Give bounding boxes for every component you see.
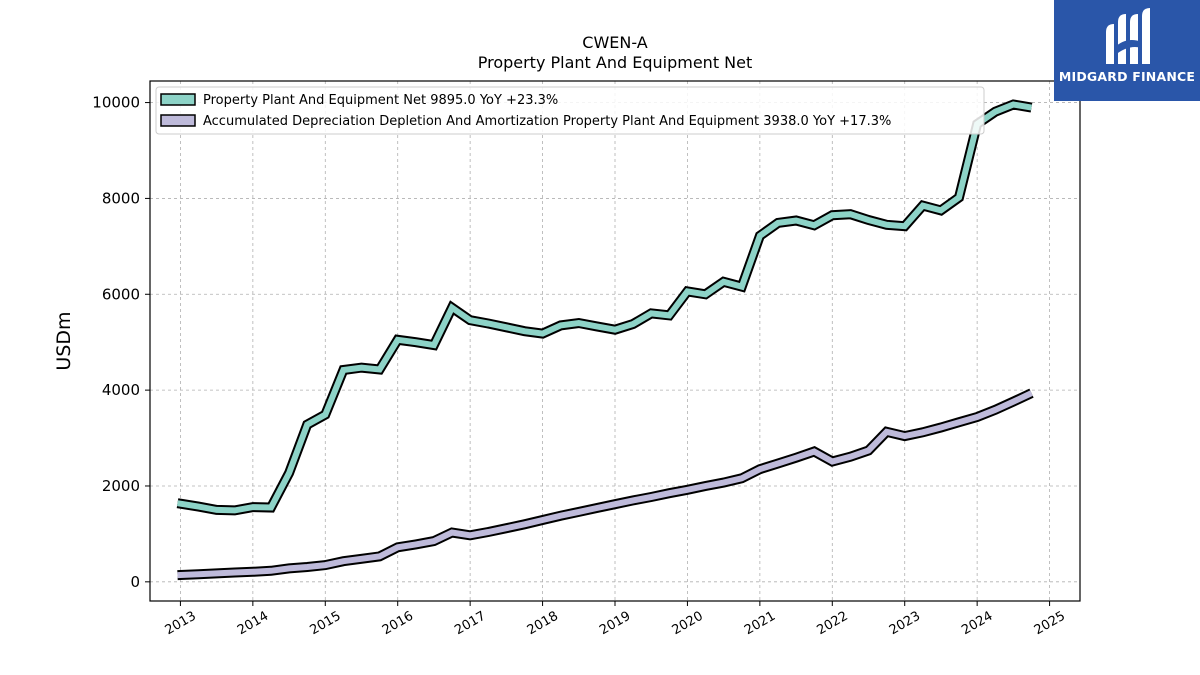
x-tick-label: 2022: [814, 609, 850, 639]
x-tick-label: 2017: [452, 609, 488, 639]
legend: Property Plant And Equipment Net 9895.0 …: [155, 86, 985, 135]
chart-subtitle: Property Plant And Equipment Net: [478, 53, 753, 72]
x-tick-label: 2015: [307, 609, 343, 639]
x-tick-label: 2025: [1032, 609, 1068, 639]
midgard-finance-logo: MIDGARD FINANCE: [1054, 0, 1200, 101]
series-line-0: [177, 101, 1033, 514]
axis-ticks: 2013 2014 2015 2016 2017 2018 2019 2020 2021 2022…: [92, 94, 1068, 639]
legend-swatch-accumulated-depreciation: [160, 114, 196, 127]
legend-swatch-ppe-net: [160, 93, 196, 106]
x-tick-label: 2019: [597, 609, 633, 639]
chart-title: CWEN-A: [582, 33, 647, 52]
legend-box: [155, 86, 985, 135]
y-tick-label: 0: [130, 573, 140, 591]
grid: [150, 81, 1080, 601]
legend-label-ppe-net: Property Plant And Equipment Net 9895.0 …: [203, 93, 558, 108]
x-tick-label: 2023: [887, 609, 923, 639]
series-layer: [176, 99, 1034, 581]
x-tick-label: 2013: [163, 609, 199, 639]
midgard-m-icon: [1106, 8, 1150, 64]
x-tick-label: 2018: [525, 609, 561, 639]
x-tick-label: 2024: [959, 609, 995, 639]
y-tick-label: 4000: [102, 381, 140, 399]
x-tick-label: 2021: [742, 609, 778, 639]
x-tick-label: 2014: [235, 609, 271, 639]
y-axis-label: USDm: [53, 311, 75, 370]
y-tick-label: 8000: [102, 189, 140, 207]
y-tick-label: 10000: [92, 94, 140, 112]
y-tick-label: 2000: [102, 477, 140, 495]
y-tick-label: 6000: [102, 285, 140, 303]
x-tick-label: 2020: [670, 609, 706, 639]
series-outline-0: [176, 99, 1033, 516]
x-tick-label: 2016: [380, 609, 416, 639]
logo-text: MIDGARD FINANCE: [1058, 69, 1196, 84]
legend-label-accumulated-depreciation: Accumulated Depreciation Depletion And A…: [203, 114, 891, 129]
series-line-1: [177, 390, 1033, 579]
